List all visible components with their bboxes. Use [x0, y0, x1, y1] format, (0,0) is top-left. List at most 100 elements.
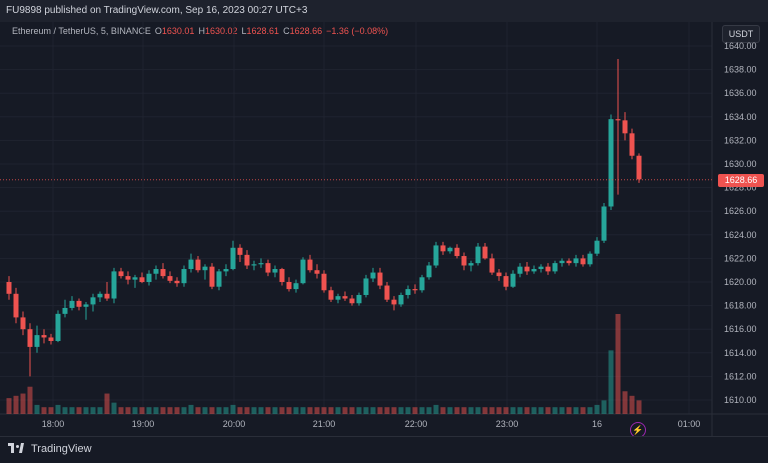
- candle-body: [307, 259, 313, 271]
- volume-bar: [34, 404, 40, 414]
- candle-body: [461, 256, 467, 266]
- candle-body: [209, 266, 215, 287]
- time-tick-label: 16: [592, 419, 602, 429]
- volume-bar: [594, 404, 600, 414]
- candle-body: [510, 273, 516, 287]
- volume-bar: [538, 407, 544, 414]
- volume-bar: [447, 407, 453, 414]
- candle-body: [41, 335, 47, 338]
- candle-body: [97, 293, 103, 298]
- candle-body: [265, 263, 271, 273]
- volume-bar: [426, 407, 432, 414]
- volume-bar: [524, 407, 530, 414]
- time-tick-label: 22:00: [405, 419, 428, 429]
- volume-bar: [468, 407, 474, 414]
- price-tick-label: 1618.00: [724, 301, 757, 311]
- volume-bar: [209, 407, 215, 414]
- candle-body: [398, 294, 404, 305]
- candle-body: [20, 317, 26, 330]
- volume-bar: [146, 407, 152, 414]
- volume-bar: [104, 393, 110, 414]
- tradingview-brand[interactable]: TradingView: [8, 443, 92, 455]
- volume-bar: [300, 407, 306, 414]
- time-tick-label: 19:00: [132, 419, 155, 429]
- candle-body: [552, 263, 558, 272]
- volume-bar: [139, 407, 145, 414]
- volume-bar: [76, 407, 82, 414]
- volume-bar: [496, 407, 502, 414]
- candle-body: [496, 272, 502, 277]
- candle-body: [293, 283, 299, 290]
- candle-body: [314, 270, 320, 274]
- volume-bar: [272, 407, 278, 414]
- price-tick-label: 1628.00: [724, 183, 757, 193]
- candle-body: [412, 289, 418, 291]
- volume-bar: [461, 407, 467, 414]
- volume-bar: [174, 407, 180, 414]
- volume-bar: [27, 386, 33, 414]
- candle-body: [55, 313, 61, 341]
- volume-bar: [265, 407, 271, 414]
- volume-bar: [349, 407, 355, 414]
- candle-body: [167, 276, 173, 281]
- currency-button[interactable]: USDT: [722, 25, 760, 43]
- candle-body: [90, 297, 96, 305]
- volume-bar: [55, 404, 61, 414]
- volume-bar: [97, 407, 103, 414]
- candle-body: [104, 293, 110, 299]
- candle-body: [237, 247, 243, 255]
- candle-body: [272, 269, 278, 273]
- tradingview-logo-icon: [8, 443, 26, 455]
- volume-bar: [188, 404, 194, 414]
- volume-bar: [545, 407, 551, 414]
- volume-bar: [132, 407, 138, 414]
- candle-body: [202, 266, 208, 271]
- symbol-name: Ethereum / TetherUS, 5, BINANCE: [12, 26, 151, 36]
- volume-bar: [223, 407, 229, 414]
- price-tick-label: 1632.00: [724, 135, 757, 145]
- candle-body: [433, 245, 439, 266]
- candle-body: [489, 258, 495, 273]
- candle-body: [454, 247, 460, 257]
- chart-area[interactable]: Ethereum / TetherUS, 5, BINANCE O1630.01…: [0, 22, 768, 438]
- candle-body: [566, 260, 572, 264]
- publish-info: FU9898 published on TradingView.com, Sep…: [6, 5, 308, 16]
- candle-body: [321, 273, 327, 291]
- volume-bar: [69, 407, 75, 414]
- candle-body: [482, 246, 488, 259]
- candle-body: [27, 329, 33, 347]
- volume-bar: [20, 393, 26, 414]
- candle-body: [300, 259, 306, 284]
- candle-body: [69, 300, 75, 308]
- candle-body: [251, 264, 257, 266]
- volume-bar: [118, 407, 124, 414]
- volume-bar: [503, 407, 509, 414]
- candle-body: [608, 119, 614, 207]
- candle-body: [363, 278, 369, 295]
- candle-body: [188, 259, 194, 270]
- candle-body: [153, 269, 159, 274]
- candlestick-chart[interactable]: 1610.00 1612.00 1614.00 1616.00 1618.00 1620.…: [0, 22, 768, 436]
- candle-body: [615, 119, 621, 121]
- volume-bar: [587, 407, 593, 414]
- candle-body: [384, 285, 390, 300]
- volume-bar: [482, 407, 488, 414]
- price-tick-label: 1610.00: [724, 395, 757, 405]
- candle-body: [629, 133, 635, 156]
- volume-bar: [510, 407, 516, 414]
- volume-bar: [636, 400, 642, 414]
- volume-bar: [258, 407, 264, 414]
- price-tick-label: 1620.00: [724, 277, 757, 287]
- volume-bar: [293, 407, 299, 414]
- candle-body: [146, 273, 152, 282]
- candle-body: [181, 269, 187, 284]
- price-tick-label: 1634.00: [724, 112, 757, 122]
- candle-body: [559, 260, 565, 264]
- volume-bar: [608, 350, 614, 414]
- volume-bar: [475, 407, 481, 414]
- volume-bar: [321, 407, 327, 414]
- volume-bar: [573, 407, 579, 414]
- volume-bar: [391, 407, 397, 414]
- candle-body: [440, 245, 446, 252]
- candle-body: [328, 290, 334, 300]
